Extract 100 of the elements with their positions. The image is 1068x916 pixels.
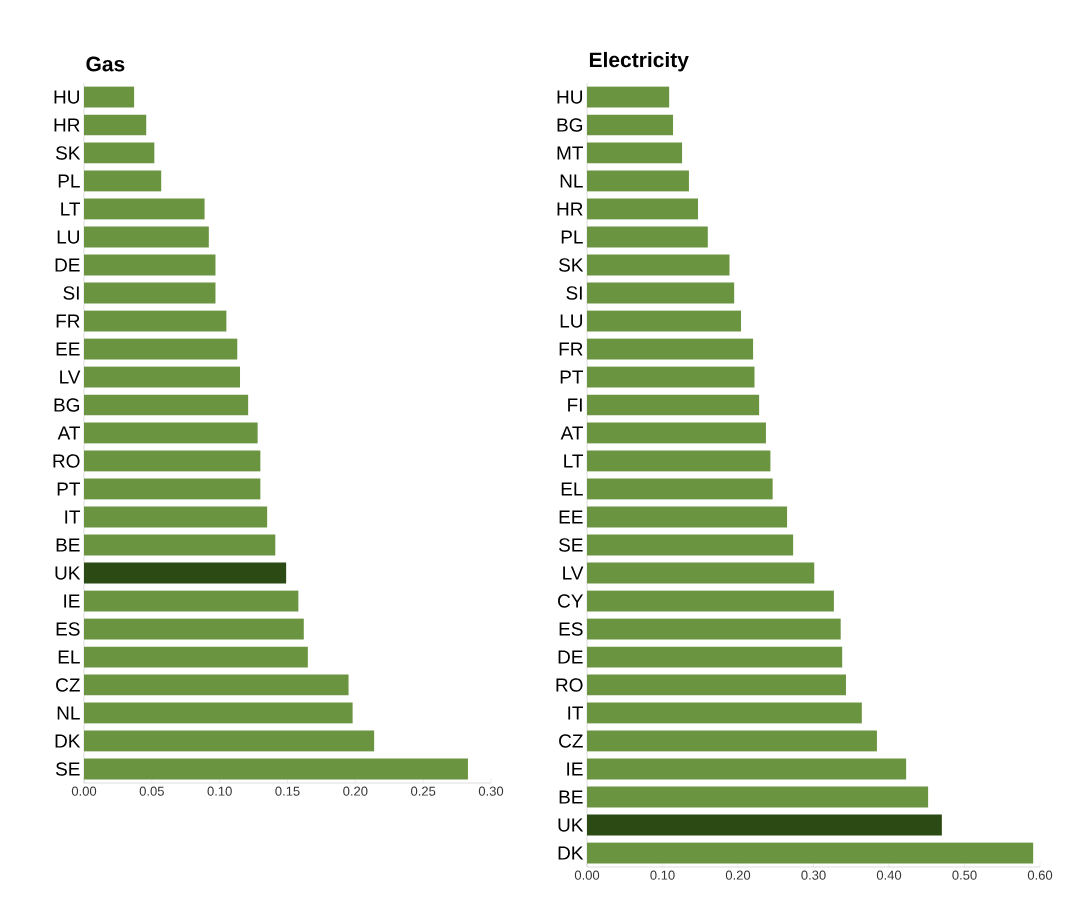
bar bbox=[84, 254, 216, 276]
bar bbox=[587, 534, 794, 556]
y-tick-label: SK bbox=[558, 258, 584, 272]
y-tick-label: BG bbox=[54, 398, 80, 412]
bar bbox=[84, 114, 147, 136]
bar bbox=[587, 702, 862, 724]
y-tick-label: RO bbox=[53, 454, 80, 468]
y-tick-label: FR bbox=[56, 314, 80, 328]
y-tick-label: UK bbox=[558, 818, 584, 832]
x-tick-label: 0.05 bbox=[139, 786, 164, 796]
x-tick-label: 0.00 bbox=[574, 870, 600, 880]
x-tick-label: 0.30 bbox=[478, 786, 504, 796]
y-tick-label: BE bbox=[559, 790, 583, 804]
y-tick-label: RO bbox=[556, 678, 583, 692]
bar bbox=[587, 618, 841, 640]
bar bbox=[587, 142, 683, 164]
y-tick-label: CY bbox=[558, 594, 584, 608]
y-tick-label: AT bbox=[560, 426, 584, 440]
y-tick-label: MT bbox=[557, 146, 584, 160]
bar bbox=[587, 450, 771, 472]
y-tick-label: PT bbox=[57, 482, 81, 496]
bar bbox=[587, 478, 773, 500]
x-tick-label: 0.10 bbox=[650, 870, 675, 880]
y-tick-label: EL bbox=[561, 482, 583, 496]
x-tick-label: 0.20 bbox=[725, 870, 751, 880]
bar bbox=[84, 534, 276, 556]
bar bbox=[84, 142, 155, 164]
y-tick-label: HR bbox=[557, 202, 583, 216]
x-tick-label: 0.15 bbox=[275, 786, 300, 796]
bar bbox=[84, 310, 227, 332]
y-tick-label: LT bbox=[61, 202, 81, 216]
y-tick-label: PL bbox=[58, 174, 80, 188]
bar bbox=[84, 674, 349, 696]
y-tick-label: LT bbox=[564, 454, 584, 468]
bar bbox=[587, 562, 815, 584]
bar bbox=[587, 86, 670, 108]
y-tick-label: PL bbox=[561, 230, 583, 244]
bar bbox=[587, 590, 834, 612]
y-tick-label: SI bbox=[63, 286, 79, 300]
y-tick-label: PT bbox=[560, 370, 584, 384]
bar bbox=[587, 842, 1034, 864]
bar bbox=[587, 730, 877, 752]
bar bbox=[84, 450, 261, 472]
y-tick-label: IT bbox=[568, 706, 584, 720]
x-tick-label: 0.10 bbox=[207, 786, 232, 796]
y-tick-label: SK bbox=[55, 146, 81, 160]
bar bbox=[84, 366, 241, 388]
bar bbox=[587, 394, 760, 416]
bar bbox=[587, 170, 689, 192]
bar bbox=[587, 282, 735, 304]
bar bbox=[84, 758, 468, 780]
bar bbox=[84, 478, 261, 500]
y-tick-label: CZ bbox=[559, 734, 583, 748]
bar bbox=[84, 282, 216, 304]
x-tick-label: 0.00 bbox=[71, 786, 97, 796]
y-tick-label: DE bbox=[55, 258, 80, 272]
bar bbox=[84, 338, 238, 360]
bar bbox=[84, 562, 287, 584]
chart-title: Gas bbox=[86, 56, 125, 72]
x-tick-label: 0.25 bbox=[411, 786, 436, 796]
y-tick-label: EE bbox=[559, 510, 583, 524]
y-tick-label: IE bbox=[64, 594, 80, 608]
bar bbox=[84, 394, 249, 416]
bar bbox=[84, 422, 258, 444]
y-tick-label: LV bbox=[60, 370, 81, 384]
bar bbox=[84, 226, 209, 248]
bar bbox=[84, 198, 205, 220]
bar bbox=[587, 114, 674, 136]
y-tick-label: HU bbox=[54, 90, 79, 104]
y-tick-label: IT bbox=[65, 510, 81, 524]
y-tick-label: UK bbox=[55, 566, 81, 580]
y-tick-label: ES bbox=[56, 622, 80, 636]
y-tick-label: BE bbox=[56, 538, 80, 552]
y-tick-label: SE bbox=[55, 762, 80, 776]
y-tick-label: FR bbox=[559, 342, 583, 356]
bar bbox=[587, 254, 730, 276]
bar bbox=[587, 310, 742, 332]
y-tick-label: NL bbox=[560, 174, 583, 188]
y-tick-label: LU bbox=[57, 230, 79, 244]
bar bbox=[587, 422, 766, 444]
y-tick-label: LU bbox=[560, 314, 582, 328]
y-tick-label: SI bbox=[566, 286, 582, 300]
y-tick-label: CZ bbox=[56, 678, 80, 692]
bar bbox=[84, 590, 299, 612]
bar bbox=[84, 506, 268, 528]
y-tick-label: DK bbox=[558, 846, 584, 860]
y-tick-label: SE bbox=[558, 538, 583, 552]
bar bbox=[587, 506, 788, 528]
y-tick-label: NL bbox=[57, 706, 80, 720]
bar bbox=[587, 674, 846, 696]
bar bbox=[587, 814, 942, 836]
x-tick-label: 0.20 bbox=[343, 786, 368, 796]
chart-title: Electricity bbox=[589, 51, 689, 72]
bar bbox=[84, 646, 308, 668]
y-tick-label: DE bbox=[558, 650, 583, 664]
y-tick-label: BG bbox=[557, 118, 583, 132]
y-tick-label: DK bbox=[55, 734, 81, 748]
bar bbox=[587, 758, 907, 780]
y-tick-label: LV bbox=[563, 566, 584, 580]
bar bbox=[84, 618, 304, 640]
